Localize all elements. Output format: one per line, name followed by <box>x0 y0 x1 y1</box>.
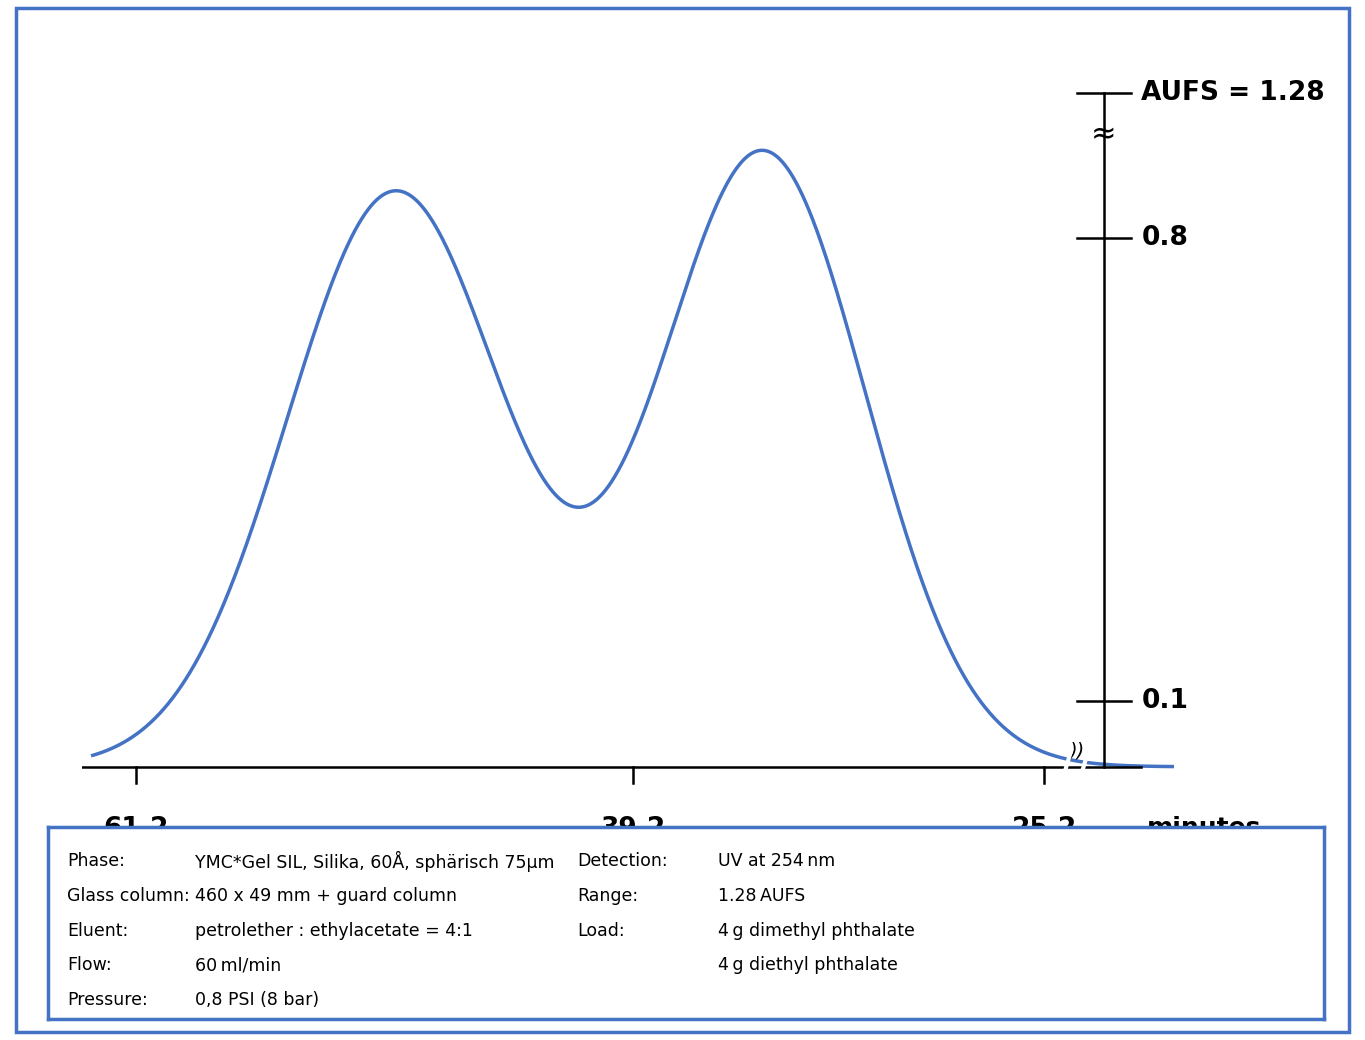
Text: 39.2: 39.2 <box>601 816 666 842</box>
Text: Load:: Load: <box>577 921 625 940</box>
Text: ≈: ≈ <box>1091 120 1117 149</box>
Text: Pressure:: Pressure: <box>67 991 147 1009</box>
Text: Phase:: Phase: <box>67 853 124 870</box>
Text: 61.2: 61.2 <box>104 816 169 842</box>
Text: minutes: minutes <box>1147 816 1261 840</box>
Text: 460 x 49 mm + guard column: 460 x 49 mm + guard column <box>195 887 456 905</box>
Text: 1.28 AUFS: 1.28 AUFS <box>718 887 805 905</box>
Text: )): )) <box>1069 742 1084 760</box>
Text: Glass column:: Glass column: <box>67 887 190 905</box>
Text: 4 g diethyl phthalate: 4 g diethyl phthalate <box>718 957 898 974</box>
Text: 25.2: 25.2 <box>1011 816 1077 842</box>
Text: Eluent:: Eluent: <box>67 921 128 940</box>
Text: 4 g dimethyl phthalate: 4 g dimethyl phthalate <box>718 921 915 940</box>
Text: petrolether : ethylacetate = 4:1: petrolether : ethylacetate = 4:1 <box>195 921 472 940</box>
Text: 60 ml/min: 60 ml/min <box>195 957 281 974</box>
Text: 0,8 PSI (8 bar): 0,8 PSI (8 bar) <box>195 991 318 1009</box>
Text: 0.8: 0.8 <box>1141 225 1189 251</box>
Text: AUFS = 1.28: AUFS = 1.28 <box>1141 80 1325 106</box>
Text: Range:: Range: <box>577 887 639 905</box>
Text: Flow:: Flow: <box>67 957 112 974</box>
Text: UV at 254 nm: UV at 254 nm <box>718 853 835 870</box>
Text: Detection:: Detection: <box>577 853 667 870</box>
Text: 0.1: 0.1 <box>1141 687 1189 713</box>
Text: YMC*Gel SIL, Silika, 60Å, sphärisch 75μm: YMC*Gel SIL, Silika, 60Å, sphärisch 75μm <box>195 851 554 872</box>
